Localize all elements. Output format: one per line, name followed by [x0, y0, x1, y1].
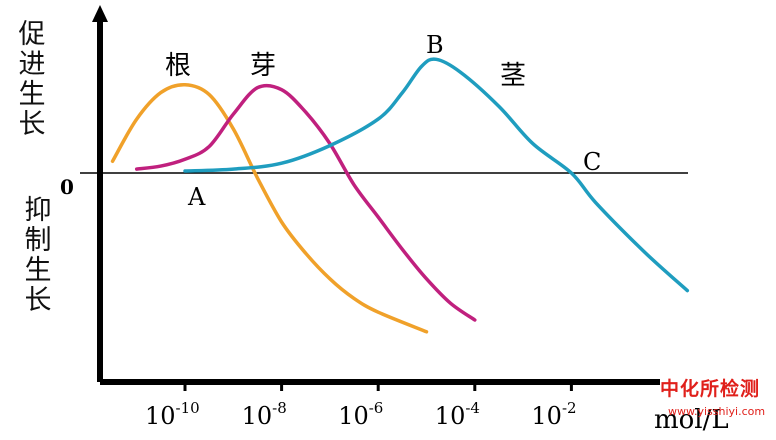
x-tick-label: 10-6	[338, 399, 383, 430]
curve-root	[110, 83, 429, 334]
curve-bud	[134, 83, 477, 322]
y-axis-arrow-icon	[92, 5, 108, 22]
annotations: 0 A B C mol/L 根 芽 茎	[60, 31, 729, 435]
promote-char-2: 进	[18, 49, 46, 80]
origin-label: 0	[60, 175, 74, 199]
inhibit-char-4: 长	[24, 285, 52, 316]
series-label-bud: 芽	[250, 51, 276, 81]
point-a-label: A	[187, 183, 206, 211]
series-label-root: 根	[165, 51, 191, 81]
curves	[110, 57, 690, 334]
x-tick-label: 10-2	[531, 399, 576, 430]
x-tick-label: 10-4	[435, 399, 480, 430]
axes	[80, 5, 688, 385]
watermark-title: 中化所检测	[660, 378, 761, 400]
promote-char-4: 长	[18, 109, 46, 140]
x-tick-label: 10-10	[145, 399, 200, 430]
inhibit-char-1: 抑	[24, 195, 52, 226]
curve-stem	[183, 57, 690, 293]
x-ticks: 10-10 10-8 10-6 10-4 10-2	[145, 382, 577, 430]
unit-label: mol/L	[654, 405, 729, 435]
point-b-label: B	[426, 31, 444, 59]
inhibit-char-2: 制	[24, 225, 52, 256]
x-tick-label: 10-8	[242, 399, 287, 430]
series-label-stem: 茎	[500, 61, 526, 91]
inhibit-char-3: 生	[24, 255, 52, 286]
point-c-label: C	[583, 148, 601, 176]
watermark-url: www.yisshiyi.com	[668, 405, 766, 418]
promote-char-1: 促	[18, 19, 46, 50]
promote-char-3: 生	[18, 79, 46, 110]
